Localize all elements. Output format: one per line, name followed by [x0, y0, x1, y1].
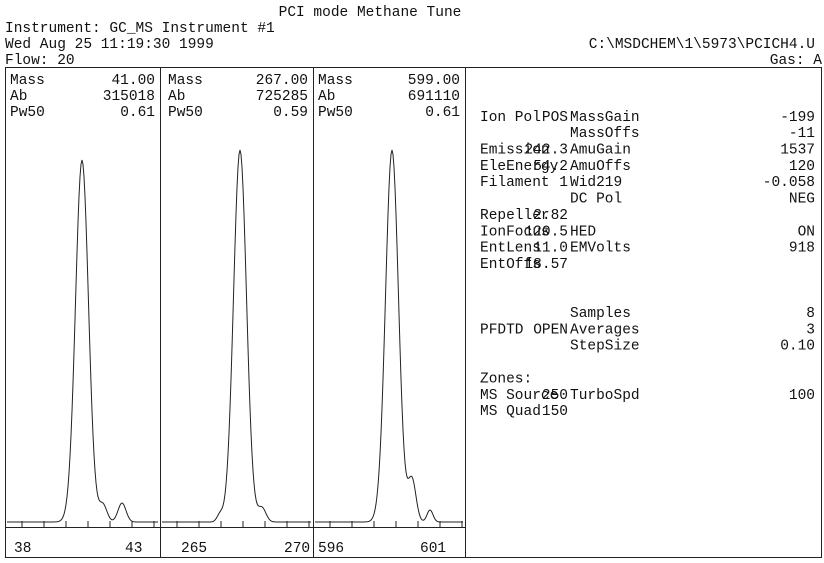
param-label: MS Quad — [480, 404, 541, 420]
param-value: 1537 — [780, 143, 815, 159]
field-value: 0.61 — [120, 105, 155, 121]
frame — [5, 67, 822, 558]
param-label: Repeller — [480, 208, 550, 224]
param-label: StepSize — [570, 339, 640, 355]
param-value: 8 — [806, 306, 815, 322]
param-label: Samples — [570, 306, 631, 322]
param-value: -11 — [789, 126, 815, 142]
param-value: 120 — [789, 159, 815, 175]
field-label: Ab — [318, 89, 335, 105]
param-label: MassOffs — [570, 126, 640, 142]
param-label: MassGain — [570, 110, 640, 126]
field-label: Mass — [10, 73, 45, 89]
param-label: DC Pol — [570, 192, 622, 208]
x-tick-label: 270 — [284, 541, 310, 557]
x-tick-label: 38 — [14, 541, 31, 557]
param-value: ON — [798, 224, 815, 240]
param-label: EntOffs — [480, 257, 541, 273]
field-label: Pw50 — [168, 105, 203, 121]
flow: Flow: 20 — [5, 53, 75, 69]
param-value: POS — [542, 110, 568, 126]
field-value: 0.59 — [273, 105, 308, 121]
x-tick-label: 601 — [420, 541, 446, 557]
param-value: 120.5 — [524, 224, 568, 240]
field-label: Mass — [318, 73, 353, 89]
instrument: Instrument: GC_MS Instrument #1 — [5, 21, 275, 37]
field-value: 599.00 — [408, 73, 460, 89]
field-label: Mass — [168, 73, 203, 89]
param-value: 1 — [559, 175, 568, 191]
param-label: AmuOffs — [570, 159, 631, 175]
param-value: 3 — [806, 322, 815, 338]
param-label: EntLens — [480, 241, 541, 257]
param-value: 11.0 — [533, 241, 568, 257]
datetime: Wed Aug 25 11:19:30 1999 — [5, 37, 214, 53]
param-value: 2.82 — [533, 208, 568, 224]
param-value: 918 — [789, 241, 815, 257]
param-label: Emission — [480, 143, 550, 159]
param-label: HED — [570, 224, 596, 240]
param-label: EMVolts — [570, 241, 631, 257]
field-label: Pw50 — [10, 105, 45, 121]
param-value: 0.10 — [780, 339, 815, 355]
x-tick-label: 43 — [125, 541, 142, 557]
peak-profile — [7, 159, 158, 523]
param-label: Zones: — [480, 371, 532, 387]
file-path: C:\MSDCHEM\1\5973\PCICH4.U — [589, 37, 815, 53]
param-label: Ion Pol — [480, 110, 541, 126]
field-label: Ab — [168, 89, 185, 105]
field-value: 0.61 — [425, 105, 460, 121]
param-value: -0.058 — [763, 175, 815, 191]
x-tick-label: 596 — [318, 541, 344, 557]
param-label: Averages — [570, 322, 640, 338]
field-value: 315018 — [103, 89, 155, 105]
field-value: 691110 — [408, 89, 460, 105]
param-label: AmuGain — [570, 143, 631, 159]
param-label: Filament — [480, 175, 550, 191]
param-value: 242.3 — [524, 143, 568, 159]
param-label: MS Source — [480, 388, 558, 404]
field-value: 725285 — [256, 89, 308, 105]
param-value: 250 — [542, 388, 568, 404]
peak-profile — [315, 149, 463, 523]
param-value: 150 — [542, 404, 568, 420]
gas: Gas: A — [770, 53, 823, 69]
x-tick-label: 265 — [181, 541, 207, 557]
field-value: 267.00 — [256, 73, 308, 89]
param-label: EleEnergy — [480, 159, 559, 175]
field-label: Ab — [10, 89, 27, 105]
field-label: Pw50 — [318, 105, 353, 121]
param-label: IonFocus — [480, 224, 550, 240]
field-value: 41.00 — [111, 73, 155, 89]
param-label: Wid219 — [570, 175, 622, 191]
param-value: 18.57 — [524, 257, 568, 273]
param-value: NEG — [789, 192, 815, 208]
peak-profile — [162, 149, 311, 523]
param-value: OPEN — [533, 322, 568, 338]
param-label: PFDTD — [480, 322, 524, 338]
param-value: -199 — [780, 110, 815, 126]
param-value: 54.2 — [533, 159, 568, 175]
param-value: 100 — [789, 388, 815, 404]
param-label: TurboSpd — [570, 388, 640, 404]
title: PCI mode Methane Tune — [279, 5, 462, 21]
